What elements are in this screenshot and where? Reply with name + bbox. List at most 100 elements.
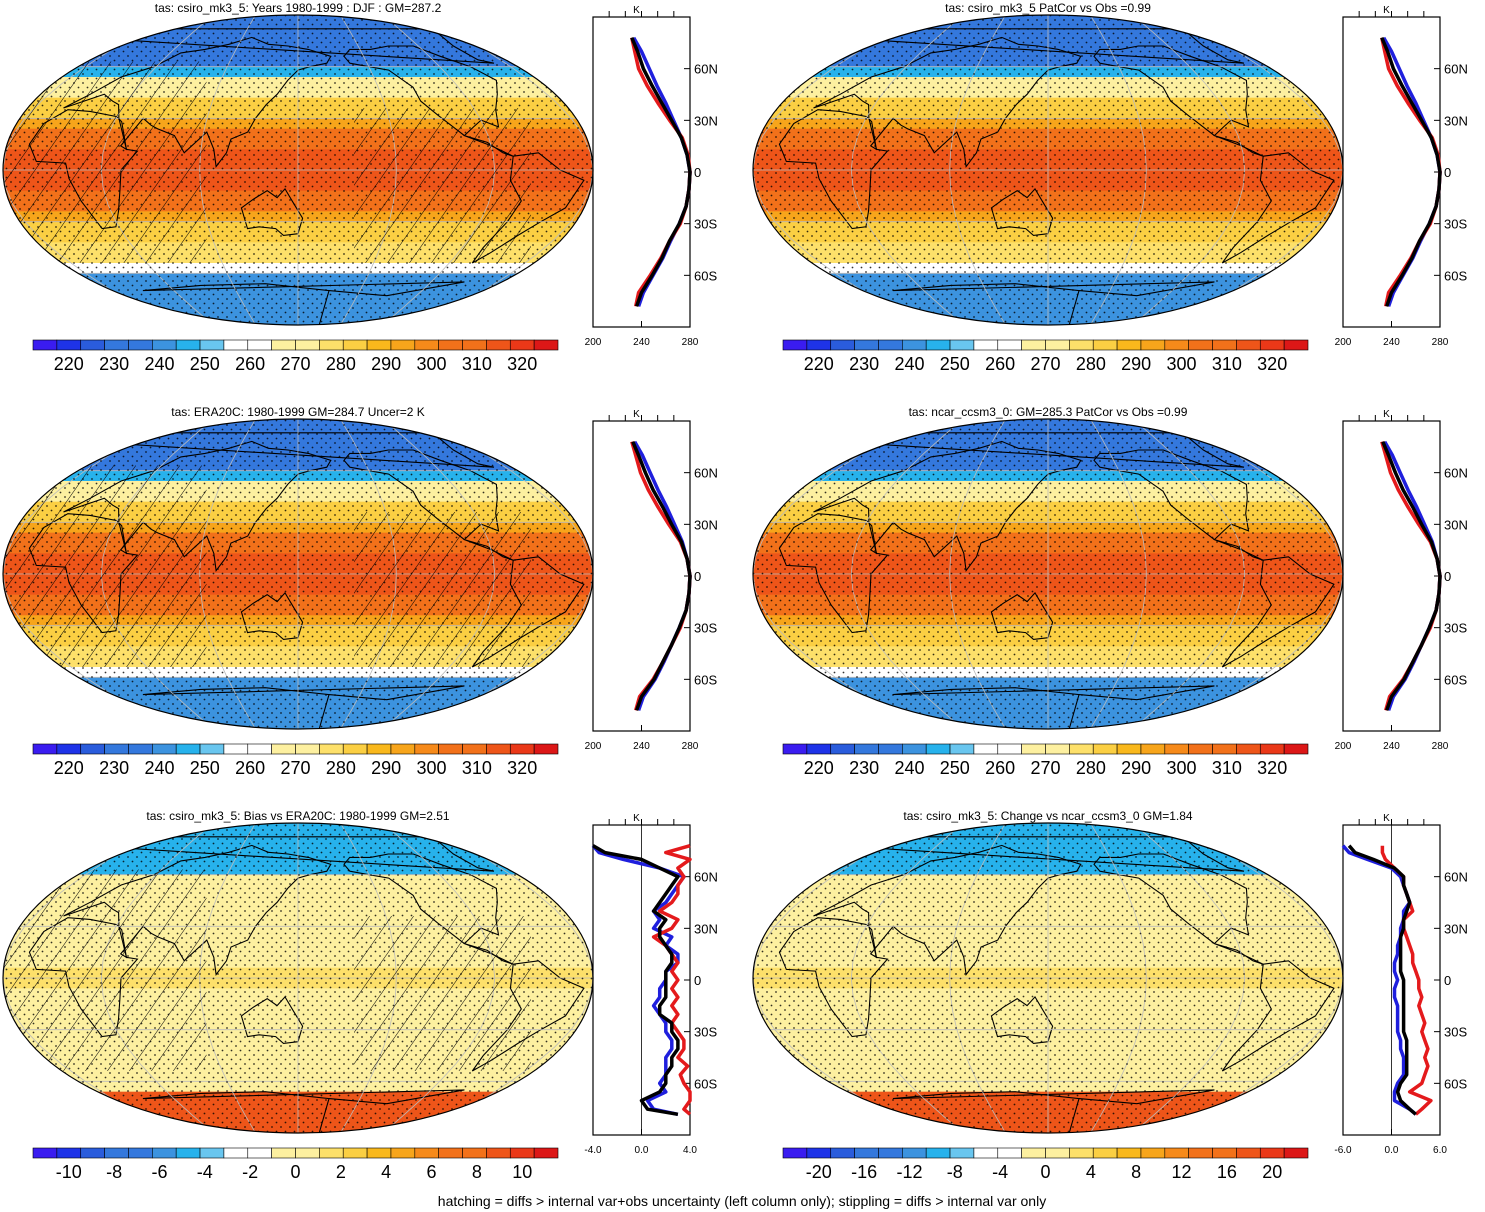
colorbar-cell bbox=[390, 1147, 416, 1159]
colorbar-label: 0 bbox=[290, 1162, 300, 1182]
map-body bbox=[3, 823, 593, 1133]
colorbar-label: 220 bbox=[804, 354, 834, 374]
profile-lat-label: 60N bbox=[694, 62, 718, 77]
profile-x-label: 280 bbox=[682, 337, 699, 348]
colorbar-cell bbox=[1021, 339, 1046, 351]
panel-title: tas: csiro_mk3_5: Change vs ncar_ccsm3_0… bbox=[903, 809, 1192, 823]
colorbar-cell bbox=[1259, 1147, 1285, 1159]
colorbar-cell bbox=[878, 743, 903, 755]
profile-lat-label: 60N bbox=[1444, 466, 1468, 481]
profile-x-label: 200 bbox=[1335, 337, 1352, 348]
colorbar-label: 240 bbox=[144, 354, 174, 374]
colorbar-cell bbox=[486, 1147, 511, 1159]
colorbar-label: 310 bbox=[1212, 354, 1242, 374]
map-body bbox=[3, 419, 593, 729]
colorbar-label: -2 bbox=[242, 1162, 258, 1182]
map-body bbox=[753, 419, 1343, 729]
map-body bbox=[753, 823, 1343, 1133]
colorbar-cell bbox=[104, 339, 129, 351]
profile-lat-label: 30S bbox=[694, 621, 717, 636]
colorbar-cell bbox=[271, 1147, 296, 1159]
colorbar-cell bbox=[32, 339, 58, 351]
profile-model-line bbox=[651, 844, 692, 1116]
footer-note: hatching = diffs > internal var+obs unce… bbox=[438, 1193, 1046, 1209]
colorbar-label: 300 bbox=[1166, 354, 1196, 374]
panel-r1c1: tas: csiro_mk3_5: Years 1980-1999 : DJF … bbox=[2, 1, 718, 374]
colorbar-cell bbox=[486, 339, 511, 351]
colorbar-cell bbox=[949, 743, 975, 755]
profile-model-line bbox=[630, 37, 692, 307]
colorbar-cell bbox=[806, 339, 832, 351]
profile-lat-label: 0 bbox=[694, 569, 701, 584]
colorbar-label: 230 bbox=[849, 354, 879, 374]
colorbar-label: 260 bbox=[235, 354, 265, 374]
colorbar-cell bbox=[486, 743, 511, 755]
colorbar-cell bbox=[295, 339, 320, 351]
profile-ref-line bbox=[630, 37, 692, 307]
colorbar-cell bbox=[32, 1147, 58, 1159]
profile-unit: K bbox=[633, 813, 640, 824]
colorbar-cell bbox=[925, 1147, 951, 1159]
profile-x-label: 200 bbox=[1335, 741, 1352, 752]
colorbar-cell bbox=[782, 743, 808, 755]
colorbar-cell bbox=[128, 743, 153, 755]
profile-lat-label: 60N bbox=[1444, 62, 1468, 77]
colorbar-cell bbox=[80, 743, 105, 755]
colorbar-cell bbox=[533, 339, 559, 351]
colorbar-cell bbox=[1140, 1147, 1166, 1159]
colorbar-cell bbox=[223, 339, 249, 351]
colorbar-cell bbox=[342, 1147, 368, 1159]
colorbar-label: 280 bbox=[1076, 758, 1106, 778]
colorbar-label: 250 bbox=[190, 758, 220, 778]
colorbar-label: 280 bbox=[326, 354, 356, 374]
colorbar-label: 260 bbox=[985, 758, 1015, 778]
colorbar-cell bbox=[414, 339, 439, 351]
colorbar-label: 270 bbox=[280, 758, 310, 778]
profile-lat-label: 60S bbox=[694, 1076, 717, 1091]
profile-lat-label: 0 bbox=[694, 973, 701, 988]
profile-lat-label: 60N bbox=[1444, 870, 1468, 885]
colorbar-cell bbox=[247, 339, 272, 351]
colorbar-label: 270 bbox=[1030, 354, 1060, 374]
profile-lat-label: 60S bbox=[694, 672, 717, 687]
colorbar-label: 290 bbox=[371, 758, 401, 778]
colorbar-cell bbox=[533, 1147, 559, 1159]
profile-lat-label: 30N bbox=[694, 113, 718, 128]
colorbar-cell bbox=[271, 339, 296, 351]
colorbar-cell bbox=[1164, 339, 1189, 351]
colorbar-cell bbox=[1259, 339, 1285, 351]
colorbar-cell bbox=[830, 743, 855, 755]
colorbar-label: -8 bbox=[947, 1162, 963, 1182]
colorbar-label: 250 bbox=[940, 354, 970, 374]
colorbar-label: 270 bbox=[280, 354, 310, 374]
colorbar-cell bbox=[1188, 339, 1213, 351]
colorbar-cell bbox=[1092, 1147, 1118, 1159]
colorbar-label: 300 bbox=[1166, 758, 1196, 778]
colorbar-cell bbox=[223, 743, 249, 755]
colorbar-cell bbox=[1092, 339, 1118, 351]
colorbar-cell bbox=[1069, 1147, 1094, 1159]
colorbar-label: 240 bbox=[894, 354, 924, 374]
profile-ref-line bbox=[1381, 441, 1442, 711]
colorbar-cell bbox=[247, 743, 272, 755]
profile-lat-label: 30S bbox=[1444, 217, 1467, 232]
colorbar-cell bbox=[152, 339, 177, 351]
profile-lat-label: 60N bbox=[694, 870, 718, 885]
colorbar-cell bbox=[1045, 339, 1070, 351]
colorbar-label: 280 bbox=[326, 758, 356, 778]
profile-x-label: 240 bbox=[1383, 741, 1400, 752]
colorbar-cell bbox=[175, 339, 201, 351]
colorbar-cell bbox=[878, 339, 903, 351]
colorbar-label: 10 bbox=[512, 1162, 532, 1182]
map-body bbox=[3, 15, 593, 325]
profile-x-label: 280 bbox=[1432, 741, 1449, 752]
colorbar-cell bbox=[271, 743, 296, 755]
colorbar-cell bbox=[104, 1147, 129, 1159]
colorbar-cell bbox=[1045, 743, 1070, 755]
colorbar-cell bbox=[295, 743, 320, 755]
colorbar-cell bbox=[1045, 1147, 1070, 1159]
panel-title: tas: csiro_mk3_5 PatCor vs Obs =0.99 bbox=[945, 1, 1151, 15]
colorbar-cell bbox=[1283, 339, 1309, 351]
colorbar-cell bbox=[949, 339, 975, 351]
